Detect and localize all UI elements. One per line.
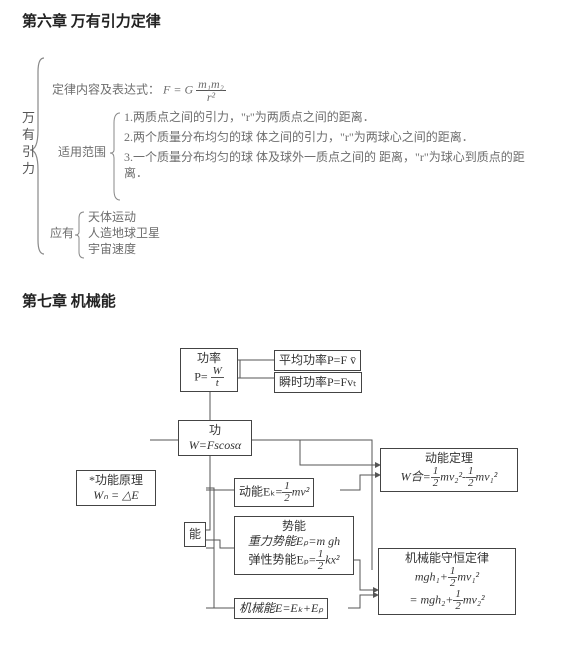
box-work: 功 W=Fscosα	[178, 420, 252, 456]
box-energy: 能	[184, 522, 206, 547]
potential-grav: 重力势能Eₚ=m gh	[239, 534, 349, 549]
chapter6-title: 第六章 万有引力定律	[22, 10, 161, 31]
work-title: 功	[183, 423, 247, 438]
ch6-scope-3: 3.一个质量分布均匀的球 体及球外一质点之间的 距离，"r"为球心到质点的距离．	[124, 150, 534, 181]
ch6-scope-label: 适用范围	[58, 145, 106, 161]
ch6-app-3: 宇宙速度	[88, 242, 136, 258]
box-mech-energy: 机械能E=Eₖ+Eₚ	[234, 598, 328, 619]
box-potential: 势能 重力势能Eₚ=m gh 弹性势能Eₚ=12kx²	[234, 516, 354, 575]
box-avg-power: 平均功率P=F v̄	[274, 350, 361, 371]
conservation-title: 机械能守恒定律	[383, 551, 511, 566]
potential-title: 势能	[239, 519, 349, 534]
principle-eq: Wₙ = △E	[81, 488, 151, 503]
box-kinetic: 动能Eₖ=12mv²	[234, 478, 314, 507]
chapter7-title: 第七章 机械能	[22, 290, 116, 311]
ch6-scope-2: 2.两个质量分布均匀的球 体之间的引力，"r"为两球心之间的距离．	[124, 130, 534, 146]
box-conservation: 机械能守恒定律 mgh₁+12mv₁² = mgh₂+12mv₂²	[378, 548, 516, 615]
ch6-scope-1: 1.两质点之间的引力，"r"为两质点之间的距离．	[124, 110, 534, 126]
potential-elastic-prefix: 弹性势能Eₚ=	[249, 552, 316, 566]
ke-theorem-title: 动能定理	[385, 451, 513, 466]
law-F: F = G	[163, 82, 193, 96]
power-title: 功率	[185, 351, 233, 366]
box-ke-theorem: 动能定理 W合=12mv₂²-12mv₁²	[380, 448, 518, 492]
ch6-law: 定律内容及表达式： F = G m₁m₂ r²	[52, 78, 226, 103]
ch6-root-label: 万 有 引 力	[22, 110, 36, 178]
box-inst-power: 瞬时功率P=Fvₜ	[274, 372, 362, 393]
principle-title: *功能原理	[81, 473, 151, 488]
ch6-app-2: 人造地球卫星	[88, 226, 160, 242]
power-eq-prefix: P=	[194, 369, 207, 383]
box-power: 功率 P= W t	[180, 348, 238, 392]
potential-elastic-suffix: kx²	[325, 552, 339, 566]
ch6-app-label: 应有	[50, 226, 74, 242]
work-eq: W=Fscosα	[183, 438, 247, 453]
box-principle: *功能原理 Wₙ = △E	[76, 470, 156, 506]
ch6-app-1: 天体运动	[88, 210, 136, 226]
